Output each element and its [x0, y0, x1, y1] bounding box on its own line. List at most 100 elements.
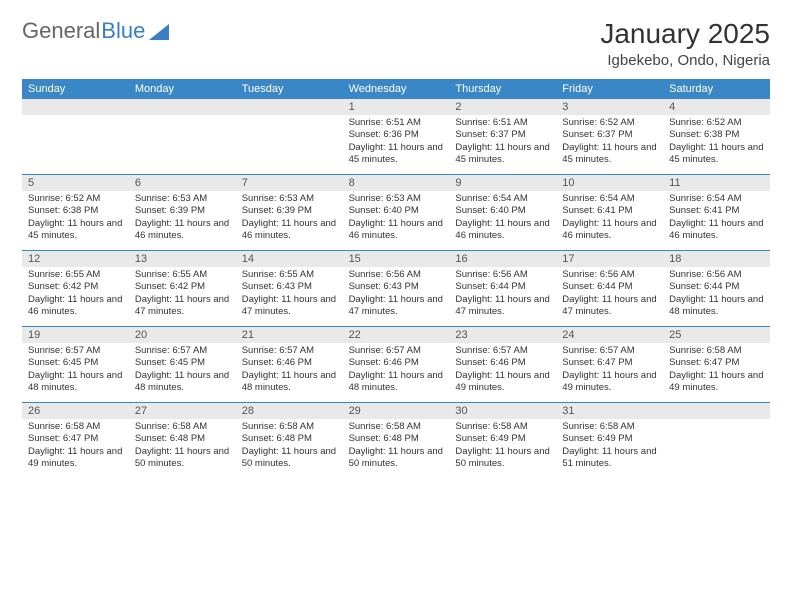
calendar-page: GeneralBlue January 2025 Igbekebo, Ondo,… — [0, 0, 792, 496]
day-cell — [22, 115, 129, 173]
logo-triangle-icon — [149, 22, 173, 40]
day-number: 12 — [22, 251, 129, 267]
weekday-header: Monday — [129, 79, 236, 99]
day-cell: Sunrise: 6:57 AM Sunset: 6:46 PM Dayligh… — [449, 343, 556, 401]
day-number: 7 — [236, 175, 343, 191]
weekday-header: Sunday — [22, 79, 129, 99]
day-number: 8 — [343, 175, 450, 191]
day-cell: Sunrise: 6:53 AM Sunset: 6:39 PM Dayligh… — [129, 191, 236, 249]
day-cell: Sunrise: 6:55 AM Sunset: 6:42 PM Dayligh… — [129, 267, 236, 325]
day-body-row: Sunrise: 6:58 AM Sunset: 6:47 PM Dayligh… — [22, 419, 770, 477]
month-title: January 2025 — [600, 18, 770, 50]
day-cell: Sunrise: 6:52 AM Sunset: 6:38 PM Dayligh… — [22, 191, 129, 249]
day-number: 18 — [663, 251, 770, 267]
day-cell: Sunrise: 6:52 AM Sunset: 6:37 PM Dayligh… — [556, 115, 663, 173]
day-number — [129, 99, 236, 115]
day-number: 21 — [236, 327, 343, 343]
day-number: 17 — [556, 251, 663, 267]
day-number: 2 — [449, 99, 556, 115]
day-number — [22, 99, 129, 115]
day-number — [236, 99, 343, 115]
day-cell: Sunrise: 6:58 AM Sunset: 6:49 PM Dayligh… — [556, 419, 663, 477]
weekday-header: Friday — [556, 79, 663, 99]
day-number: 27 — [129, 403, 236, 419]
day-number: 10 — [556, 175, 663, 191]
day-cell: Sunrise: 6:56 AM Sunset: 6:44 PM Dayligh… — [556, 267, 663, 325]
day-cell: Sunrise: 6:56 AM Sunset: 6:44 PM Dayligh… — [449, 267, 556, 325]
day-body-row: Sunrise: 6:51 AM Sunset: 6:36 PM Dayligh… — [22, 115, 770, 173]
day-number: 13 — [129, 251, 236, 267]
day-cell: Sunrise: 6:57 AM Sunset: 6:45 PM Dayligh… — [22, 343, 129, 401]
day-body-row: Sunrise: 6:57 AM Sunset: 6:45 PM Dayligh… — [22, 343, 770, 401]
day-cell: Sunrise: 6:53 AM Sunset: 6:39 PM Dayligh… — [236, 191, 343, 249]
header: GeneralBlue January 2025 Igbekebo, Ondo,… — [22, 18, 770, 69]
week-block: 567891011Sunrise: 6:52 AM Sunset: 6:38 P… — [22, 175, 770, 251]
day-number-row: 1234 — [22, 99, 770, 115]
day-number-row: 567891011 — [22, 175, 770, 191]
day-number: 22 — [343, 327, 450, 343]
day-cell: Sunrise: 6:55 AM Sunset: 6:43 PM Dayligh… — [236, 267, 343, 325]
logo: GeneralBlue — [22, 18, 173, 44]
day-cell: Sunrise: 6:53 AM Sunset: 6:40 PM Dayligh… — [343, 191, 450, 249]
day-number: 25 — [663, 327, 770, 343]
weeks-container: 1234Sunrise: 6:51 AM Sunset: 6:36 PM Day… — [22, 99, 770, 478]
weekday-header-row: Sunday Monday Tuesday Wednesday Thursday… — [22, 79, 770, 99]
day-cell: Sunrise: 6:58 AM Sunset: 6:48 PM Dayligh… — [236, 419, 343, 477]
logo-text-1: General — [22, 18, 100, 44]
day-cell: Sunrise: 6:51 AM Sunset: 6:36 PM Dayligh… — [343, 115, 450, 173]
day-cell: Sunrise: 6:57 AM Sunset: 6:45 PM Dayligh… — [129, 343, 236, 401]
day-cell: Sunrise: 6:57 AM Sunset: 6:46 PM Dayligh… — [236, 343, 343, 401]
day-body-row: Sunrise: 6:52 AM Sunset: 6:38 PM Dayligh… — [22, 191, 770, 249]
day-number: 20 — [129, 327, 236, 343]
day-body-row: Sunrise: 6:55 AM Sunset: 6:42 PM Dayligh… — [22, 267, 770, 325]
day-number: 4 — [663, 99, 770, 115]
day-number: 9 — [449, 175, 556, 191]
location-subtitle: Igbekebo, Ondo, Nigeria — [600, 52, 770, 69]
weekday-header: Tuesday — [236, 79, 343, 99]
title-block: January 2025 Igbekebo, Ondo, Nigeria — [600, 18, 770, 69]
day-cell: Sunrise: 6:58 AM Sunset: 6:48 PM Dayligh… — [343, 419, 450, 477]
day-number: 11 — [663, 175, 770, 191]
day-number: 15 — [343, 251, 450, 267]
day-cell — [129, 115, 236, 173]
day-number-row: 19202122232425 — [22, 327, 770, 343]
day-cell: Sunrise: 6:55 AM Sunset: 6:42 PM Dayligh… — [22, 267, 129, 325]
day-cell: Sunrise: 6:57 AM Sunset: 6:46 PM Dayligh… — [343, 343, 450, 401]
weekday-header: Wednesday — [343, 79, 450, 99]
day-number: 26 — [22, 403, 129, 419]
day-number — [663, 403, 770, 419]
day-number: 6 — [129, 175, 236, 191]
week-block: 19202122232425Sunrise: 6:57 AM Sunset: 6… — [22, 327, 770, 403]
day-cell: Sunrise: 6:58 AM Sunset: 6:47 PM Dayligh… — [22, 419, 129, 477]
day-cell: Sunrise: 6:58 AM Sunset: 6:49 PM Dayligh… — [449, 419, 556, 477]
day-number: 3 — [556, 99, 663, 115]
week-block: 12131415161718Sunrise: 6:55 AM Sunset: 6… — [22, 251, 770, 327]
week-block: 262728293031Sunrise: 6:58 AM Sunset: 6:4… — [22, 403, 770, 478]
day-number: 29 — [343, 403, 450, 419]
day-number: 30 — [449, 403, 556, 419]
day-number: 19 — [22, 327, 129, 343]
day-number: 23 — [449, 327, 556, 343]
day-cell: Sunrise: 6:54 AM Sunset: 6:41 PM Dayligh… — [663, 191, 770, 249]
day-cell — [236, 115, 343, 173]
day-cell: Sunrise: 6:58 AM Sunset: 6:48 PM Dayligh… — [129, 419, 236, 477]
day-number: 31 — [556, 403, 663, 419]
logo-text-2: Blue — [101, 18, 145, 44]
day-cell: Sunrise: 6:51 AM Sunset: 6:37 PM Dayligh… — [449, 115, 556, 173]
day-number: 1 — [343, 99, 450, 115]
day-cell: Sunrise: 6:56 AM Sunset: 6:44 PM Dayligh… — [663, 267, 770, 325]
day-cell: Sunrise: 6:54 AM Sunset: 6:41 PM Dayligh… — [556, 191, 663, 249]
day-number: 16 — [449, 251, 556, 267]
week-block: 1234Sunrise: 6:51 AM Sunset: 6:36 PM Day… — [22, 99, 770, 175]
day-cell: Sunrise: 6:54 AM Sunset: 6:40 PM Dayligh… — [449, 191, 556, 249]
day-cell: Sunrise: 6:56 AM Sunset: 6:43 PM Dayligh… — [343, 267, 450, 325]
day-cell — [663, 419, 770, 477]
day-cell: Sunrise: 6:58 AM Sunset: 6:47 PM Dayligh… — [663, 343, 770, 401]
day-number-row: 12131415161718 — [22, 251, 770, 267]
day-number: 14 — [236, 251, 343, 267]
day-number: 28 — [236, 403, 343, 419]
weekday-header: Saturday — [663, 79, 770, 99]
day-number-row: 262728293031 — [22, 403, 770, 419]
day-number: 5 — [22, 175, 129, 191]
day-number: 24 — [556, 327, 663, 343]
